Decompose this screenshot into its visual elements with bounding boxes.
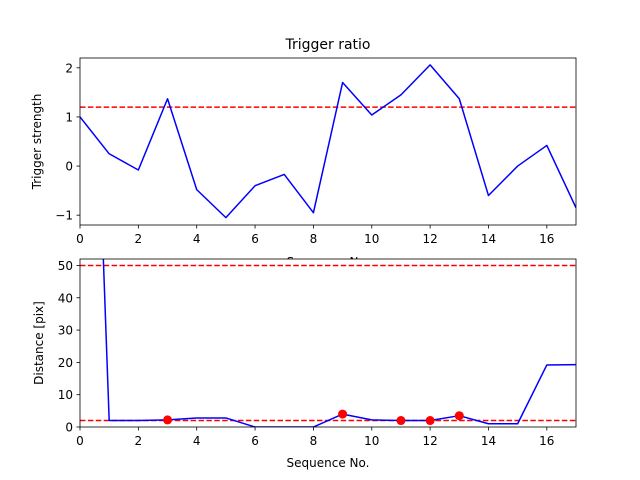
y-axis-label: Distance [pix] [32,301,46,385]
x-tick-label: 16 [539,434,554,448]
x-tick-label: 12 [422,232,437,246]
x-tick-label: 8 [310,434,318,448]
x-tick-label: 16 [539,232,554,246]
plot-marks [80,259,576,427]
x-tick-label: 2 [135,232,143,246]
y-tick-label: 0 [65,160,73,174]
axes-frame [79,57,577,226]
x-tick-label: 0 [76,232,84,246]
series-line [80,64,576,219]
x-tick-label: 10 [364,434,379,448]
x-tick-label: 4 [193,434,201,448]
x-tick-label: 0 [76,434,84,448]
x-tick-label: 6 [251,232,259,246]
x-tick-label: 6 [251,434,259,448]
y-tick-label: 20 [58,356,73,370]
x-tick-label: 2 [135,434,143,448]
plot-area [80,58,576,225]
y-tick-label: 30 [58,324,73,338]
y-axis-label: Trigger strength [30,94,44,191]
plot-area [80,259,576,427]
y-tick-label: 10 [58,388,73,402]
y-tick-label: 1 [65,110,73,124]
chart-title: Trigger ratio [284,37,370,53]
data-point-marker [338,409,348,419]
data-point-marker [396,416,406,426]
x-tick-label: 14 [481,434,496,448]
x-tick-label: 12 [422,434,437,448]
axes-frame [79,258,577,428]
data-point-marker [425,416,435,426]
y-tick-label: 40 [58,291,73,305]
data-point-marker [163,415,173,425]
x-tick-label: 8 [310,232,318,246]
x-tick-label: 14 [481,232,496,246]
y-tick-label: 2 [65,61,73,75]
x-axis-label: Sequence No. [287,456,370,470]
data-point-marker [454,411,464,421]
x-tick-label: 4 [193,232,201,246]
series-line [102,259,576,427]
x-tick-label: 10 [364,232,379,246]
bottom-chart: 0 2 4 6 8 10 12 14 16 0 10 20 30 40 50 Sequence No. Dist… [32,258,577,470]
y-tick-label: 0 [65,421,73,435]
y-tick-label: −1 [55,209,73,223]
y-tick-label: 50 [58,259,73,273]
plot-marks [80,64,576,219]
